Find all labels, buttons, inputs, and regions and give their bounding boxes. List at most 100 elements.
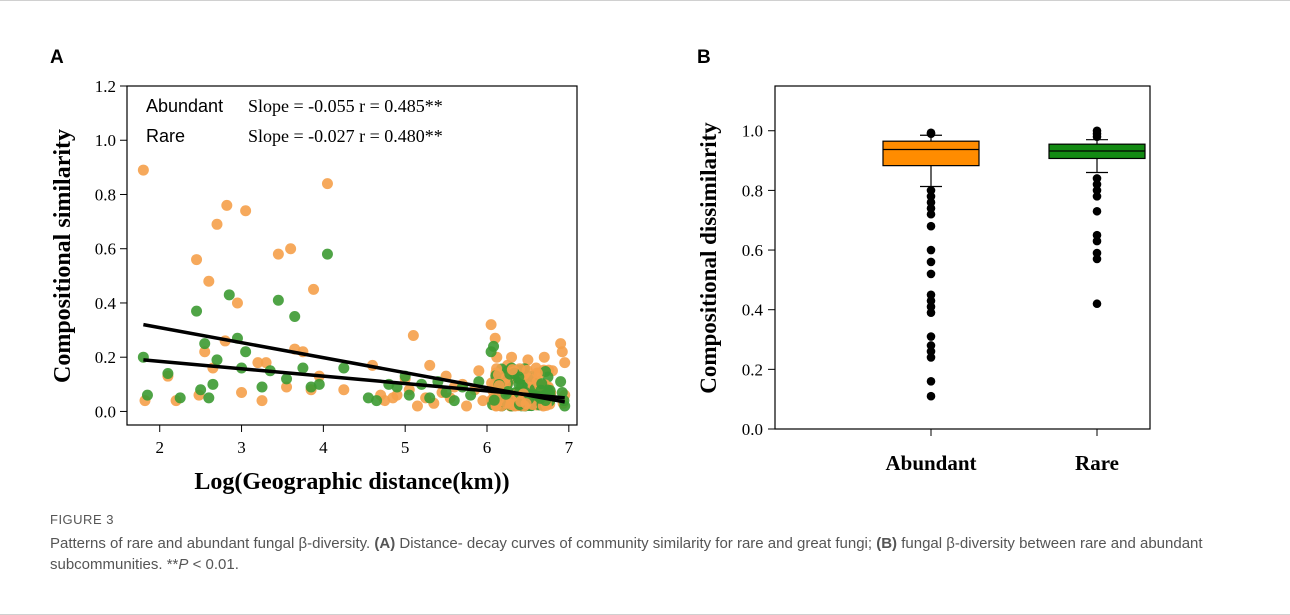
- data-point-rare: [371, 395, 383, 407]
- data-point-rare: [256, 381, 268, 393]
- fit-line-rare: [143, 358, 565, 400]
- data-point-abundant: [556, 346, 568, 358]
- legend-name-rare: Rare: [146, 126, 185, 146]
- y-tick-label: 0.8: [742, 181, 763, 200]
- category-label-abundant: Abundant: [885, 451, 976, 475]
- outlier-abundant: [926, 203, 936, 213]
- data-point-rare: [540, 366, 552, 378]
- x-tick-label: 3: [237, 438, 246, 457]
- data-point-abundant: [321, 178, 333, 190]
- scatter-points: [137, 164, 571, 412]
- outlier-abundant: [926, 376, 936, 386]
- data-point-rare: [559, 400, 571, 412]
- box-chart: 0.0 0.2 0.4 0.6 0.8 1.0 Abundant Rare Composit…: [696, 85, 1151, 475]
- outlier-rare: [1092, 230, 1102, 240]
- data-point-rare: [174, 392, 186, 404]
- data-point-rare: [211, 354, 223, 366]
- caption-text: Patterns of rare and abundant fungal β-d…: [50, 535, 1203, 573]
- data-point-rare: [403, 389, 415, 401]
- data-point-abundant: [260, 357, 272, 369]
- y-tick-label: 0.6: [95, 240, 116, 259]
- outlier-abundant: [926, 221, 936, 231]
- fit-line-abundant: [143, 322, 566, 404]
- data-point-rare: [513, 371, 525, 383]
- legend-name-abundant: Abundant: [146, 96, 223, 116]
- data-point-abundant: [492, 369, 504, 381]
- data-point-abundant: [199, 346, 211, 358]
- data-point-abundant: [531, 367, 543, 379]
- data-point-rare: [289, 311, 301, 323]
- outlier-rare: [1092, 180, 1102, 189]
- data-point-abundant: [338, 384, 350, 396]
- y-tick-label: 1.2: [95, 77, 116, 96]
- panel-a-letter: A: [50, 47, 64, 68]
- data-point-rare: [199, 338, 211, 350]
- data-point-abundant: [308, 283, 320, 295]
- outlier-rare: [1092, 254, 1102, 264]
- box-plots: [882, 126, 1146, 401]
- y-tick-label: 0.0: [742, 420, 763, 439]
- x-tick-label: 7: [565, 438, 574, 457]
- scatter-y-axis: 0.0 0.2 0.4 0.6 0.8 1.0 1.2: [95, 77, 127, 421]
- box-y-axis-title: Compositional dissimilarity: [696, 122, 721, 394]
- outlier-abundant: [926, 353, 936, 362]
- y-tick-label: 0.4: [742, 301, 764, 320]
- data-point-rare: [555, 376, 567, 388]
- scatter-chart: 0.0 0.2 0.4 0.6 0.8 1.0 1.2 2 3 4 5 6 7 Abundant Sl…: [50, 77, 578, 495]
- legend-stat-rare: Slope = -0.027 r = 0.480**: [248, 126, 443, 146]
- outlier-abundant: [926, 198, 936, 207]
- scatter-x-axis: 2 3 4 5 6 7: [155, 425, 574, 457]
- data-point-abundant: [252, 357, 264, 369]
- data-point-abundant: [191, 254, 203, 266]
- x-tick-label: 6: [483, 438, 492, 457]
- data-point-abundant: [411, 400, 423, 412]
- data-point-rare: [297, 362, 309, 374]
- box-y-axis: 0.0 0.2 0.4 0.6 0.8 1.0: [742, 122, 775, 439]
- outlier-abundant: [926, 290, 936, 300]
- data-point-rare: [141, 389, 153, 401]
- outlier-abundant: [926, 341, 936, 350]
- data-point-rare: [465, 389, 477, 401]
- data-point-abundant: [256, 395, 268, 407]
- y-tick-label: 1.0: [742, 122, 763, 141]
- data-point-abundant: [407, 330, 419, 342]
- outlier-abundant: [926, 245, 936, 255]
- x-tick-label: 2: [155, 438, 164, 457]
- data-point-rare: [223, 289, 235, 301]
- data-point-abundant: [231, 297, 243, 309]
- data-point-rare: [424, 392, 436, 404]
- figure-canvas: A B 0.0 0.2 0.4 0.6 0.8 1.0 1.2 2 3 4 5 6 7 Abundan…: [50, 47, 1151, 495]
- data-point-abundant: [281, 381, 293, 393]
- y-tick-label: 0.0: [95, 402, 116, 421]
- y-tick-label: 1.0: [95, 131, 116, 150]
- data-point-abundant: [520, 398, 532, 410]
- outlier-rare: [1092, 236, 1102, 246]
- data-point-rare: [191, 305, 203, 317]
- y-tick-label: 0.8: [95, 185, 116, 204]
- y-tick-label: 0.6: [742, 241, 763, 260]
- data-point-abundant: [521, 364, 533, 376]
- y-tick-label: 0.2: [742, 360, 763, 379]
- outlier-abundant: [926, 308, 936, 317]
- data-point-rare: [448, 395, 460, 407]
- outlier-rare: [1092, 299, 1102, 309]
- data-point-rare: [203, 392, 215, 404]
- outlier-rare: [1092, 126, 1102, 136]
- data-point-rare: [240, 346, 252, 358]
- data-point-abundant: [424, 359, 436, 371]
- data-point-rare: [321, 248, 333, 260]
- data-point-rare: [281, 373, 293, 385]
- y-tick-label: 0.2: [95, 348, 116, 367]
- outlier-abundant: [926, 391, 936, 401]
- legend-stat-abundant: Slope = -0.055 r = 0.485**: [248, 96, 443, 116]
- outlier-rare: [1092, 248, 1102, 258]
- data-point-rare: [440, 386, 452, 398]
- data-point-abundant: [221, 199, 233, 211]
- outlier-abundant: [926, 192, 936, 201]
- data-point-rare: [535, 384, 547, 396]
- scatter-fit-lines: [143, 322, 566, 404]
- data-point-abundant: [391, 389, 403, 401]
- data-point-abundant: [236, 386, 248, 398]
- data-point-abundant: [522, 354, 534, 366]
- data-point-abundant: [461, 400, 473, 412]
